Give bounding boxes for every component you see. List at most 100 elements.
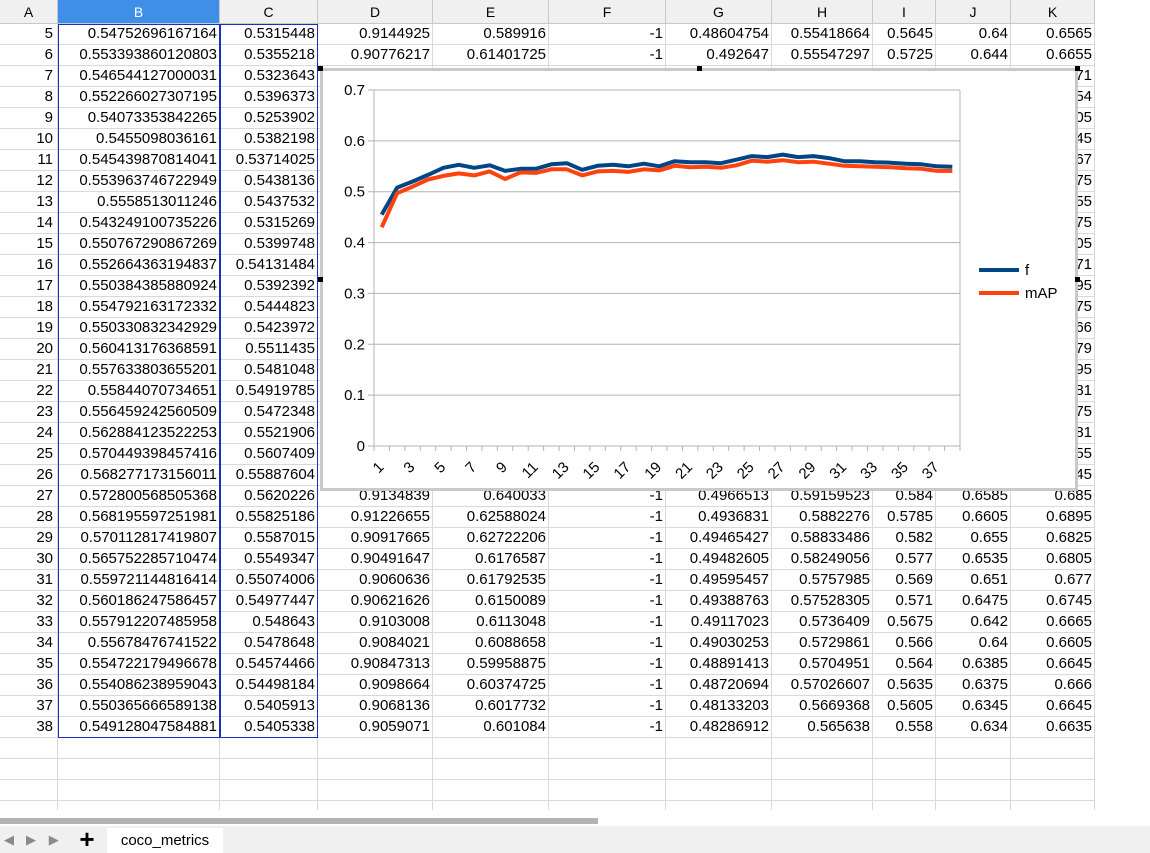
cell-i[interactable]: 0.5785 (873, 507, 936, 528)
cell-d[interactable]: 0.9084021 (318, 633, 433, 654)
cell-b[interactable]: 0.559721144816414 (58, 570, 220, 591)
row-number[interactable]: 21 (0, 360, 58, 381)
cell-c[interactable] (220, 801, 318, 810)
cell-i[interactable]: 0.566 (873, 633, 936, 654)
cell-b[interactable]: 0.55844070734651 (58, 381, 220, 402)
row-number[interactable]: 20 (0, 339, 58, 360)
cell-i[interactable]: 0.558 (873, 717, 936, 738)
cell-e[interactable]: 0.601084 (433, 717, 549, 738)
cell-e[interactable]: 0.6150089 (433, 591, 549, 612)
cell-e[interactable]: 0.640033 (433, 486, 549, 507)
row-number[interactable] (0, 738, 58, 759)
cell-b[interactable]: 0.562884123522253 (58, 423, 220, 444)
cell-d[interactable]: 0.90621626 (318, 591, 433, 612)
cell-k[interactable] (1011, 801, 1095, 810)
cell-b[interactable]: 0.570112817419807 (58, 528, 220, 549)
cell-c[interactable]: 0.5423972 (220, 318, 318, 339)
cell-j[interactable]: 0.6605 (936, 507, 1011, 528)
cell-e[interactable] (433, 780, 549, 801)
row-number[interactable]: 11 (0, 150, 58, 171)
row-number[interactable]: 22 (0, 381, 58, 402)
cell-f[interactable]: -1 (549, 507, 666, 528)
cell-d[interactable]: 0.9144925 (318, 24, 433, 45)
cell-i[interactable] (873, 759, 936, 780)
row-number[interactable]: 25 (0, 444, 58, 465)
cell-b[interactable]: 0.557633803655201 (58, 360, 220, 381)
cell-f[interactable]: -1 (549, 45, 666, 66)
cell-b[interactable]: 0.552664363194837 (58, 255, 220, 276)
row-number[interactable]: 33 (0, 612, 58, 633)
cell-j[interactable]: 0.6585 (936, 486, 1011, 507)
column-header-d[interactable]: D (318, 0, 433, 24)
row-number[interactable]: 31 (0, 570, 58, 591)
cell-j[interactable]: 0.644 (936, 45, 1011, 66)
cell-d[interactable]: 0.9060636 (318, 570, 433, 591)
row-number[interactable]: 6 (0, 45, 58, 66)
cell-d[interactable]: 0.91226655 (318, 507, 433, 528)
cell-d[interactable] (318, 738, 433, 759)
cell-b[interactable]: 0.550365666589138 (58, 696, 220, 717)
cell-j[interactable] (936, 801, 1011, 810)
cell-h[interactable] (772, 759, 873, 780)
cell-b[interactable]: 0.570449398457416 (58, 444, 220, 465)
row-number[interactable]: 23 (0, 402, 58, 423)
cell-j[interactable]: 0.651 (936, 570, 1011, 591)
cell-b[interactable]: 0.552266027307195 (58, 87, 220, 108)
row-number[interactable]: 13 (0, 192, 58, 213)
cell-c[interactable]: 0.5438136 (220, 171, 318, 192)
row-number[interactable]: 26 (0, 465, 58, 486)
cell-b[interactable]: 0.554086238959043 (58, 675, 220, 696)
cell-e[interactable]: 0.6113048 (433, 612, 549, 633)
cell-k[interactable] (1011, 738, 1095, 759)
cell-b[interactable] (58, 801, 220, 810)
cell-k[interactable]: 0.6745 (1011, 591, 1095, 612)
cell-b[interactable]: 0.568195597251981 (58, 507, 220, 528)
cell-f[interactable]: -1 (549, 633, 666, 654)
cell-c[interactable]: 0.5587015 (220, 528, 318, 549)
cell-g[interactable]: 0.49030253 (666, 633, 772, 654)
cell-i[interactable]: 0.5725 (873, 45, 936, 66)
cell-c[interactable]: 0.54977447 (220, 591, 318, 612)
cell-f[interactable] (549, 801, 666, 810)
cell-g[interactable]: 0.4936831 (666, 507, 772, 528)
cell-i[interactable]: 0.5645 (873, 24, 936, 45)
cell-c[interactable]: 0.5549347 (220, 549, 318, 570)
cell-k[interactable]: 0.6645 (1011, 696, 1095, 717)
cell-b[interactable]: 0.560413176368591 (58, 339, 220, 360)
cell-f[interactable]: -1 (549, 528, 666, 549)
row-number[interactable]: 7 (0, 66, 58, 87)
cell-b[interactable]: 0.545439870814041 (58, 150, 220, 171)
column-header-h[interactable]: H (772, 0, 873, 24)
cell-c[interactable] (220, 759, 318, 780)
cell-e[interactable]: 0.6176587 (433, 549, 549, 570)
cell-i[interactable] (873, 801, 936, 810)
cell-b[interactable]: 0.550384385880924 (58, 276, 220, 297)
row-number[interactable] (0, 759, 58, 780)
column-header-c[interactable]: C (220, 0, 318, 24)
cell-e[interactable]: 0.60374725 (433, 675, 549, 696)
cell-c[interactable]: 0.55074006 (220, 570, 318, 591)
cell-e[interactable] (433, 759, 549, 780)
cell-g[interactable]: 0.49482605 (666, 549, 772, 570)
row-number[interactable]: 12 (0, 171, 58, 192)
row-number[interactable]: 15 (0, 234, 58, 255)
cell-b[interactable]: 0.549128047584881 (58, 717, 220, 738)
cell-k[interactable]: 0.677 (1011, 570, 1095, 591)
cell-i[interactable]: 0.564 (873, 654, 936, 675)
cell-f[interactable] (549, 738, 666, 759)
cell-c[interactable] (220, 738, 318, 759)
cell-b[interactable]: 0.554722179496678 (58, 654, 220, 675)
cell-d[interactable]: 0.90917665 (318, 528, 433, 549)
cell-c[interactable]: 0.5481048 (220, 360, 318, 381)
cell-b[interactable]: 0.54752696167164 (58, 24, 220, 45)
row-number[interactable]: 27 (0, 486, 58, 507)
cell-h[interactable]: 0.5669368 (772, 696, 873, 717)
cell-i[interactable]: 0.584 (873, 486, 936, 507)
cell-k[interactable]: 0.6895 (1011, 507, 1095, 528)
cell-g[interactable]: 0.49595457 (666, 570, 772, 591)
cell-f[interactable]: -1 (549, 696, 666, 717)
cell-g[interactable]: 0.49465427 (666, 528, 772, 549)
cell-h[interactable]: 0.57528305 (772, 591, 873, 612)
cell-i[interactable] (873, 738, 936, 759)
cell-f[interactable] (549, 759, 666, 780)
